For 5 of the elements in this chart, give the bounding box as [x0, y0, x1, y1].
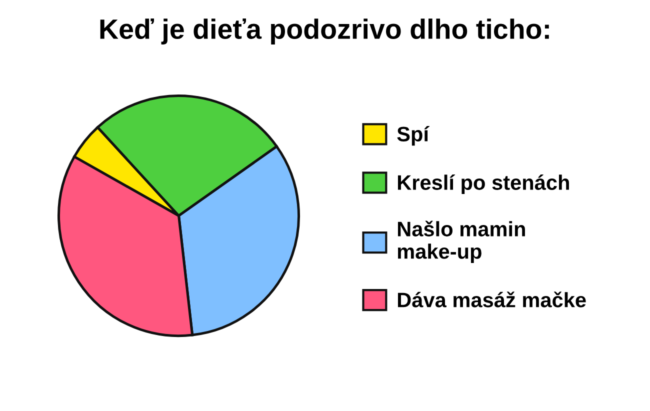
legend-label: Spí [397, 126, 430, 146]
chart-title: Keď je dieťa podozrivo dlho ticho: [100, 18, 549, 44]
legend-label: Dáva masáž mačke [398, 292, 586, 308]
legend-label: Kreslí po stenách [398, 174, 569, 194]
legend-label: Našlo mamin make-up [398, 220, 525, 264]
